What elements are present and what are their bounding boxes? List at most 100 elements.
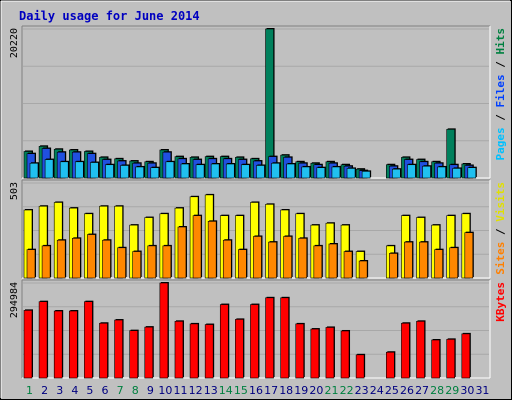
- bar-pages-day-10: [165, 161, 175, 179]
- bar-sites-day-26: [404, 241, 413, 279]
- chart-title: Daily usage for June 2014: [19, 9, 200, 23]
- bar-pages-day-4: [74, 161, 84, 179]
- bar-kbytes-day-6: [99, 322, 108, 379]
- bar-pages-day-30: [467, 167, 477, 179]
- bar-sites-day-22: [343, 251, 353, 279]
- bar-kbytes-day-25: [386, 351, 395, 379]
- bar-sites-day-10: [162, 245, 172, 279]
- day-label-31: 31: [475, 384, 489, 397]
- y-max-label: 294984: [9, 282, 20, 318]
- day-label-12: 12: [189, 384, 203, 397]
- bar-pages-day-19: [301, 166, 311, 179]
- bar-sites-day-17: [268, 241, 277, 279]
- bar-kbytes-day-27: [416, 321, 425, 379]
- bar-pages-day-21: [331, 166, 341, 179]
- day-labels: 1 2 3 4 5 6 7 8 9 10 11 12 13 14 15 16 17 18 19 20 21 22 23 24 2…: [26, 384, 489, 397]
- day-label-21: 21: [324, 384, 338, 397]
- day-label-27: 27: [415, 384, 429, 397]
- bar-kbytes-day-20: [310, 328, 320, 379]
- bar-kbytes-day-19: [295, 323, 305, 379]
- bar-sites-day-27: [419, 241, 428, 279]
- day-label-3: 3: [56, 384, 63, 397]
- bar-sites-day-4: [71, 238, 81, 279]
- day-label-11: 11: [174, 384, 188, 397]
- legend-entry: Visits: [494, 182, 507, 222]
- bar-pages-day-11: [180, 163, 190, 179]
- bar-pages-day-5: [90, 162, 99, 179]
- bar-kbytes-day-18: [280, 297, 289, 379]
- bar-sites-day-2: [41, 245, 51, 279]
- legend-entry: /: [494, 55, 507, 75]
- day-label-2: 2: [41, 384, 48, 397]
- series-kbytes: [23, 282, 471, 379]
- bar-pages-day-29: [452, 168, 462, 179]
- day-label-23: 23: [355, 384, 369, 397]
- day-label-7: 7: [117, 384, 124, 397]
- series-sites: [26, 214, 474, 279]
- bar-kbytes-day-22: [340, 330, 350, 379]
- legend-hits-files-pages: Pages / Files / Hits: [494, 28, 507, 161]
- bar-sites-day-9: [147, 245, 157, 279]
- panels-layer: 20220 Pages / Files / Hits 503 Sites / Visi…: [9, 25, 507, 379]
- legend-entry: Hits: [494, 28, 507, 55]
- legend-entry: Files: [494, 74, 507, 107]
- bar-sites-day-30: [464, 232, 474, 279]
- bar-pages-day-2: [44, 159, 54, 179]
- bar-sites-day-16: [253, 236, 262, 279]
- day-label-14: 14: [219, 384, 233, 397]
- day-label-9: 9: [147, 384, 154, 397]
- bar-sites-day-19: [298, 238, 308, 279]
- bar-sites-day-8: [132, 251, 141, 279]
- day-label-16: 16: [249, 384, 263, 397]
- bar-kbytes-day-12: [189, 323, 199, 379]
- bar-pages-day-22: [346, 168, 356, 179]
- bar-kbytes-day-26: [401, 322, 410, 379]
- day-label-5: 5: [86, 384, 93, 397]
- bar-sites-day-1: [26, 249, 36, 279]
- day-label-30: 30: [460, 384, 474, 397]
- bar-pages-day-17: [271, 162, 280, 179]
- bar-sites-day-25: [389, 253, 398, 279]
- bar-sites-day-21: [328, 243, 338, 279]
- bar-sites-day-11: [177, 226, 187, 279]
- panel-kbytes: 294984 KBytes: [9, 279, 507, 379]
- bar-kbytes-day-5: [84, 301, 93, 379]
- legend-entry: Pages: [494, 127, 507, 160]
- legend-entry: /: [494, 222, 507, 242]
- bar-kbytes-day-2: [38, 301, 48, 379]
- bar-kbytes-day-29: [446, 339, 456, 379]
- day-label-22: 22: [340, 384, 354, 397]
- bar-pages-day-12: [195, 164, 205, 179]
- bar-kbytes-day-11: [174, 321, 184, 379]
- panel-hits-files-pages: 20220 Pages / Files / Hits: [9, 25, 507, 179]
- legend-visits-sites: Sites / Visits: [494, 182, 507, 275]
- bar-pages-day-1: [29, 162, 39, 179]
- day-label-1: 1: [26, 384, 33, 397]
- legend-entry: /: [494, 108, 507, 128]
- bar-pages-day-9: [150, 167, 160, 179]
- legend-entry: KBytes: [494, 282, 507, 322]
- bar-kbytes-day-1: [23, 310, 33, 379]
- bar-pages-day-14: [225, 163, 235, 179]
- day-label-26: 26: [400, 384, 414, 397]
- bar-kbytes-day-16: [250, 304, 259, 379]
- day-label-15: 15: [234, 384, 248, 397]
- bar-pages-day-20: [316, 167, 326, 179]
- day-label-28: 28: [430, 384, 444, 397]
- bar-pages-day-8: [135, 166, 144, 179]
- bar-kbytes-day-4: [68, 310, 78, 379]
- day-label-8: 8: [132, 384, 139, 397]
- bar-pages-day-25: [392, 168, 401, 179]
- day-label-18: 18: [279, 384, 293, 397]
- bar-pages-day-13: [210, 163, 220, 179]
- y-max-label: 503: [9, 182, 20, 200]
- bar-kbytes-day-30: [461, 333, 471, 379]
- bar-sites-day-5: [87, 234, 96, 279]
- series-pages: [29, 158, 477, 179]
- bar-kbytes-day-15: [235, 319, 244, 379]
- bar-pages-day-26: [407, 164, 416, 179]
- bar-pages-day-28: [437, 166, 446, 179]
- panel-background: [22, 26, 490, 178]
